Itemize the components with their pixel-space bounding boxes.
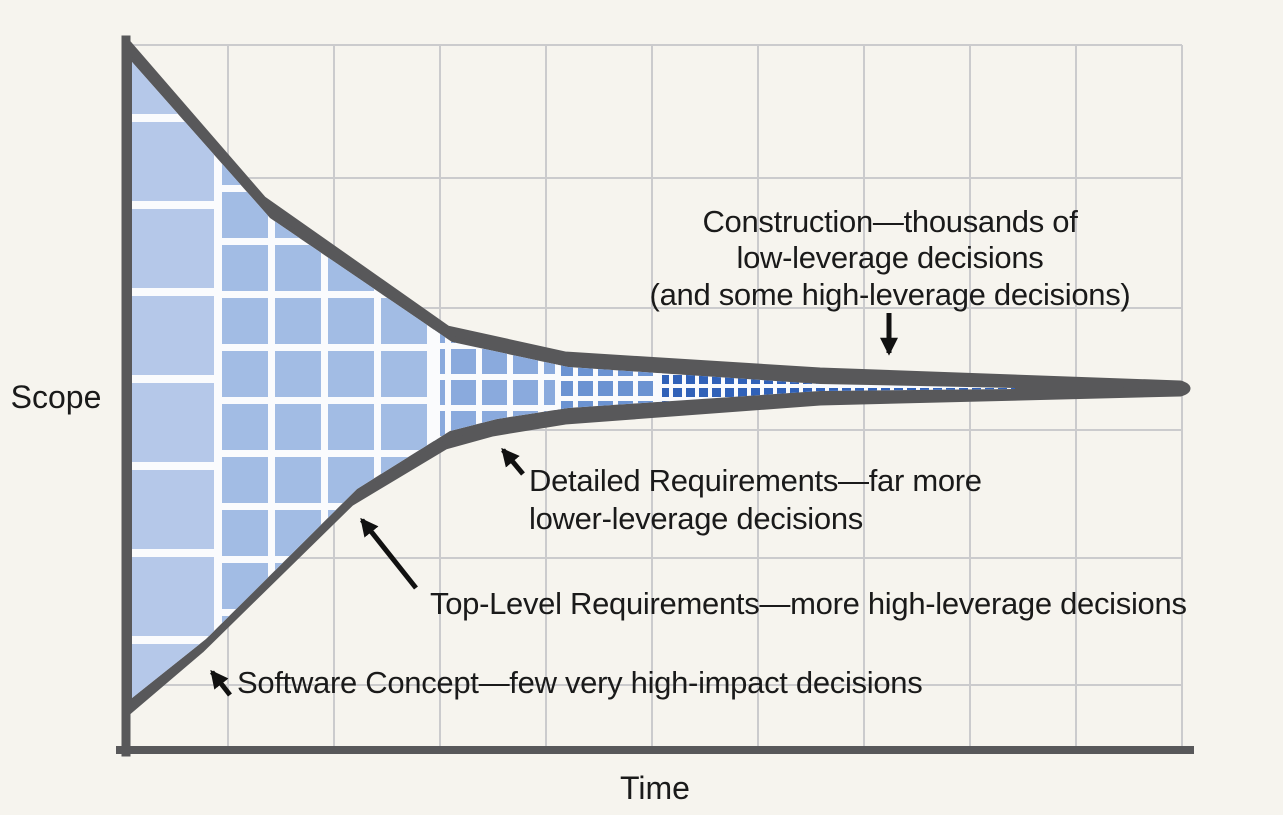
- annotation-construction-line-2: low-leverage decisions: [736, 240, 1043, 275]
- annotation-construction-line-3: (and some high-leverage decisions): [650, 277, 1131, 312]
- annotation-detailed-line-2: lower-leverage decisions: [529, 501, 863, 536]
- arrow-software-concept: [210, 669, 232, 697]
- annotation-software-concept: Software Concept—few very high-impact de…: [237, 665, 922, 700]
- annotation-labels: Construction—thousands of low-leverage d…: [237, 204, 1187, 700]
- stage-separators: [434, 62, 662, 698]
- axes: [116, 35, 1194, 757]
- funnel-stage-1-software-concept: [132, 62, 222, 698]
- y-axis-label: Scope: [11, 379, 102, 415]
- annotation-top-level: Top-Level Requirements—more high-leverag…: [430, 586, 1187, 621]
- arrow-detailed-requirements: [501, 447, 525, 476]
- x-axis-label: Time: [620, 770, 690, 806]
- arrow-top-level-requirements: [360, 517, 418, 590]
- annotation-arrows: [210, 313, 898, 697]
- annotation-construction-line-1: Construction—thousands of: [702, 204, 1078, 239]
- annotation-detailed-line-1: Detailed Requirements—far more: [529, 463, 982, 498]
